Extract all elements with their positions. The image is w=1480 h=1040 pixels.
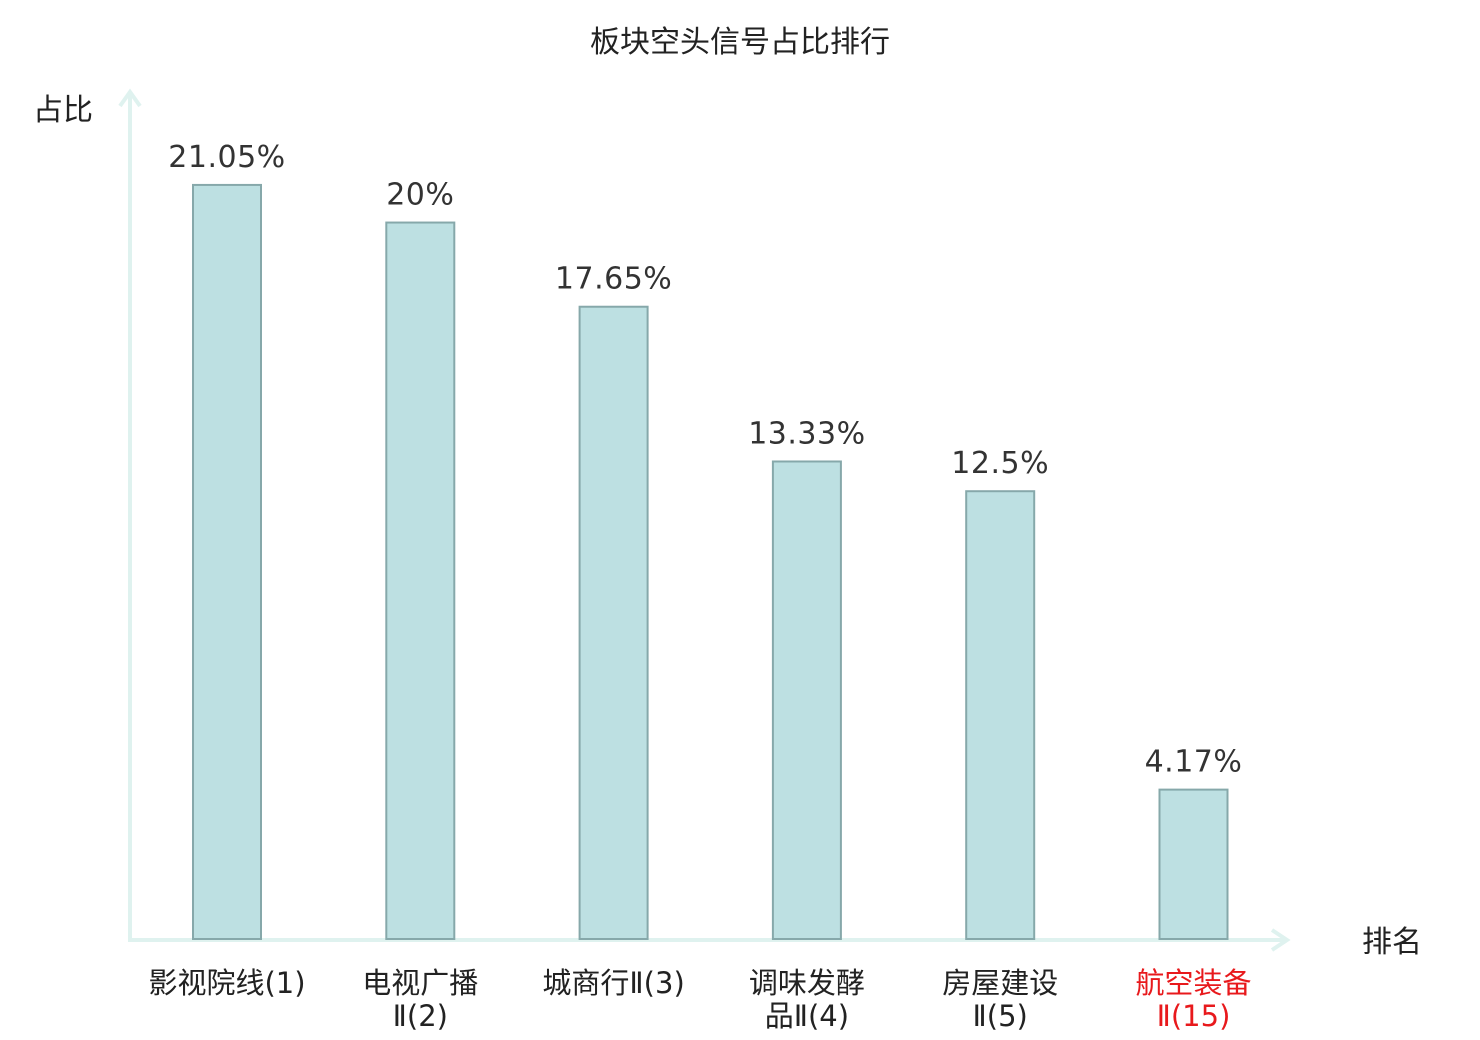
bar-6 <box>1158 788 1229 940</box>
data-label-3: 17.65% <box>555 262 672 297</box>
bars-group <box>192 183 1229 941</box>
data-label-6: 4.17% <box>1145 745 1243 780</box>
category-label-5: 房屋建设 Ⅱ(5) <box>942 966 1058 1033</box>
y-axis-arrow <box>118 88 142 108</box>
category-label-3: 城商行Ⅱ(3) <box>542 966 684 1000</box>
data-label-2: 20% <box>386 178 454 213</box>
x-axis <box>128 928 1291 952</box>
category-labels-group: 影视院线(1) 电视广播 Ⅱ(2) 城商行Ⅱ(3) 调味发酵品Ⅱ(4) 房屋建设 Ⅱ(5) 航… <box>148 966 1251 1033</box>
data-label-5: 12.5% <box>951 446 1049 481</box>
y-axis-label: 占比 <box>33 93 93 128</box>
bar-4 <box>771 460 842 940</box>
bar-3 <box>578 305 649 940</box>
category-label-6: 航空装备 Ⅱ(15) <box>1135 966 1251 1033</box>
category-label-2: 电视广播 Ⅱ(2) <box>362 966 478 1033</box>
x-axis-arrow <box>1270 928 1291 952</box>
category-label-1: 影视院线(1) <box>148 966 305 1000</box>
value-labels-group: 21.05% 20% 17.65% 13.33% 12.5% 4.17% <box>168 140 1242 780</box>
data-label-1: 21.05% <box>168 140 285 175</box>
chart-title: 板块空头信号占比排行 <box>590 25 890 60</box>
data-label-4: 13.33% <box>748 416 865 451</box>
y-axis <box>118 88 142 940</box>
bar-5 <box>965 490 1036 940</box>
bar-1 <box>192 183 262 941</box>
bar-2 <box>385 221 456 940</box>
x-axis-label: 排名 <box>1362 925 1422 960</box>
category-label-4: 调味发酵品Ⅱ(4) <box>749 966 865 1033</box>
